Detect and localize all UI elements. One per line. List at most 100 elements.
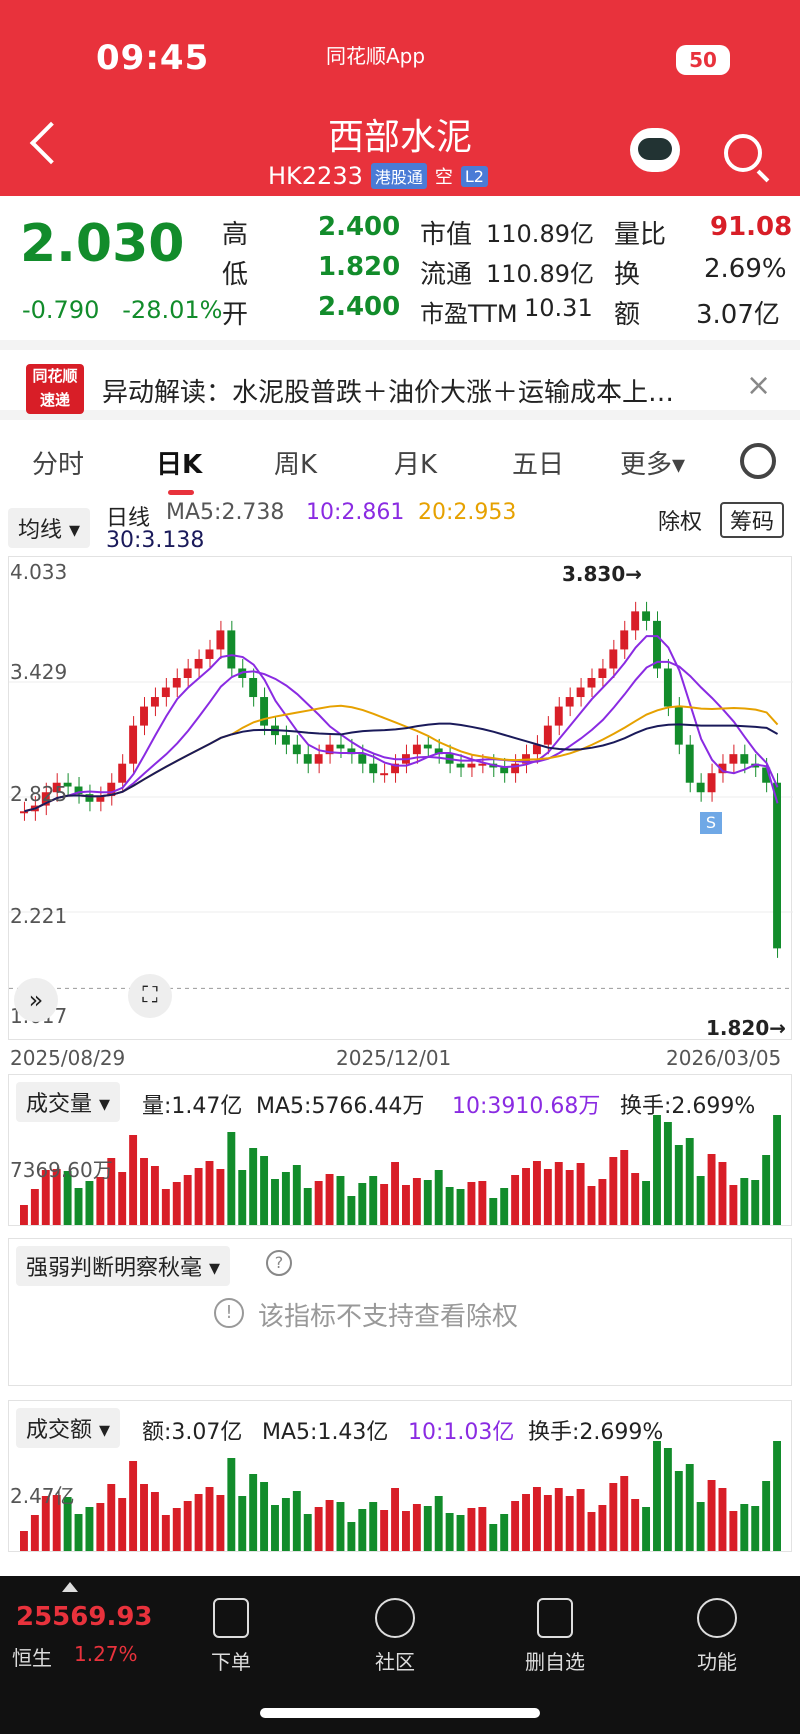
mcap-value: 110.89亿	[486, 220, 594, 248]
volume-bar	[271, 1179, 279, 1225]
help-icon[interactable]: ?	[266, 1250, 292, 1276]
news-logo-top: 同花顺	[32, 367, 78, 385]
candle-body	[336, 744, 345, 749]
volume-bar	[489, 1198, 498, 1225]
kline-panel[interactable]	[8, 556, 793, 1041]
amount-bar	[718, 1488, 727, 1551]
community-button[interactable]: 社区	[340, 1598, 450, 1675]
home-indicator	[260, 1708, 540, 1718]
function-button[interactable]: 功能	[662, 1598, 772, 1675]
amount-bar	[642, 1507, 651, 1551]
amount-bar	[249, 1474, 258, 1551]
news-text[interactable]: 异动解读：水泥股普跌＋油价大涨＋运输成本上…	[102, 378, 675, 408]
index-change: 1.27%	[74, 1642, 138, 1666]
amount-bar	[554, 1488, 563, 1551]
remove-watchlist-label: 删自选	[525, 1650, 585, 1674]
search-icon[interactable]	[724, 134, 762, 172]
ma5-value: MA5:2.738	[166, 500, 285, 525]
amount-bar	[118, 1498, 127, 1551]
candle-body	[96, 796, 105, 802]
tab-five-day[interactable]: 五日	[512, 450, 565, 480]
volume-bar	[565, 1170, 574, 1225]
volume-bar	[52, 1169, 61, 1225]
order-icon	[213, 1598, 249, 1638]
candle-body	[281, 735, 290, 745]
volume-bar	[456, 1189, 465, 1225]
volume-bar	[281, 1172, 290, 1225]
tab-intraday[interactable]: 分时	[32, 450, 85, 480]
candle-body	[543, 725, 552, 745]
volume-bar	[467, 1182, 476, 1225]
strength-selector[interactable]: 强弱判断明察秋毫 ▾	[16, 1246, 231, 1286]
index-value[interactable]: 25569.93	[16, 1602, 153, 1632]
amount-bar	[150, 1492, 159, 1551]
candle-body	[20, 811, 28, 814]
close-icon[interactable]: ×	[746, 368, 772, 403]
amount-value: 3.07亿	[696, 300, 780, 330]
settings-gear-icon[interactable]	[740, 443, 776, 479]
expand-up-icon[interactable]	[62, 1582, 78, 1592]
candle-body	[118, 763, 127, 783]
volume-bar	[380, 1184, 389, 1225]
tab-monthly-k[interactable]: 月K	[394, 450, 438, 480]
amount-turnover: 换手:2.699%	[528, 1420, 664, 1445]
kline-chart[interactable]	[9, 557, 793, 1041]
order-button[interactable]: 下单	[176, 1598, 286, 1675]
amount-bar	[41, 1496, 50, 1551]
candle-body	[260, 697, 269, 726]
stock-name: 西部水泥	[327, 117, 472, 158]
amount-bar	[696, 1502, 705, 1551]
high-marker: 3.830→	[562, 562, 643, 586]
candle-body	[663, 668, 672, 707]
tab-weekly-k[interactable]: 周K	[274, 450, 318, 480]
remove-watchlist-button[interactable]: 删自选	[500, 1598, 610, 1675]
amount-bar	[194, 1494, 203, 1551]
amount-chart[interactable]	[9, 1401, 793, 1553]
volume-bar	[685, 1138, 694, 1225]
volume-bar	[358, 1183, 367, 1225]
candle-body	[598, 668, 607, 679]
sell-signal[interactable]: S	[700, 812, 722, 834]
candle-body	[434, 748, 443, 755]
amount-bar	[456, 1515, 465, 1551]
tab-more[interactable]: 更多▾	[620, 450, 686, 480]
news-banner[interactable]: 同花顺 速递 异动解读：水泥股普跌＋油价大涨＋运输成本上… ×	[0, 340, 800, 420]
amount-bar	[52, 1495, 61, 1551]
volume-bar	[216, 1169, 225, 1225]
volume-bar	[129, 1135, 138, 1225]
robot-assistant-icon[interactable]	[630, 128, 680, 172]
amount-bar	[271, 1505, 279, 1551]
amount-bar	[674, 1471, 683, 1551]
expand-left-icon[interactable]: »	[14, 978, 58, 1022]
volume-bar	[369, 1176, 378, 1225]
candle-body	[762, 767, 771, 783]
amount-selector[interactable]: 成交额 ▾	[16, 1408, 121, 1448]
volume-bar	[423, 1180, 432, 1225]
amount-bar	[543, 1495, 552, 1551]
fq-button[interactable]: 除权	[658, 510, 703, 535]
amount-bar	[653, 1441, 661, 1551]
tab-daily-k[interactable]: 日K	[156, 444, 202, 495]
ma5-line	[24, 635, 779, 813]
candle-body	[194, 658, 203, 669]
amount-bar	[598, 1505, 607, 1551]
ma10-value: 10:2.861	[306, 500, 405, 525]
amount-bar	[620, 1476, 629, 1551]
volume-chart[interactable]	[9, 1075, 793, 1227]
candle-body	[205, 649, 214, 659]
volume-panel[interactable]	[8, 1074, 792, 1226]
amount-panel[interactable]	[8, 1400, 792, 1552]
fullscreen-icon[interactable]: ⛶	[128, 974, 172, 1018]
volume-bar	[631, 1173, 640, 1225]
candle-body	[620, 630, 629, 650]
candle-body	[773, 782, 781, 949]
strength-panel	[8, 1238, 792, 1386]
amount-bar	[587, 1512, 596, 1551]
amount-label: 额	[614, 300, 641, 330]
candle-body	[140, 706, 148, 726]
low-marker: 1.820→	[706, 1016, 787, 1040]
chip-button[interactable]: 筹码	[720, 502, 785, 538]
index-name: 恒生	[12, 1646, 52, 1670]
volume-selector[interactable]: 成交量 ▾	[16, 1082, 121, 1122]
ma-selector[interactable]: 均线 ▾	[8, 508, 91, 548]
